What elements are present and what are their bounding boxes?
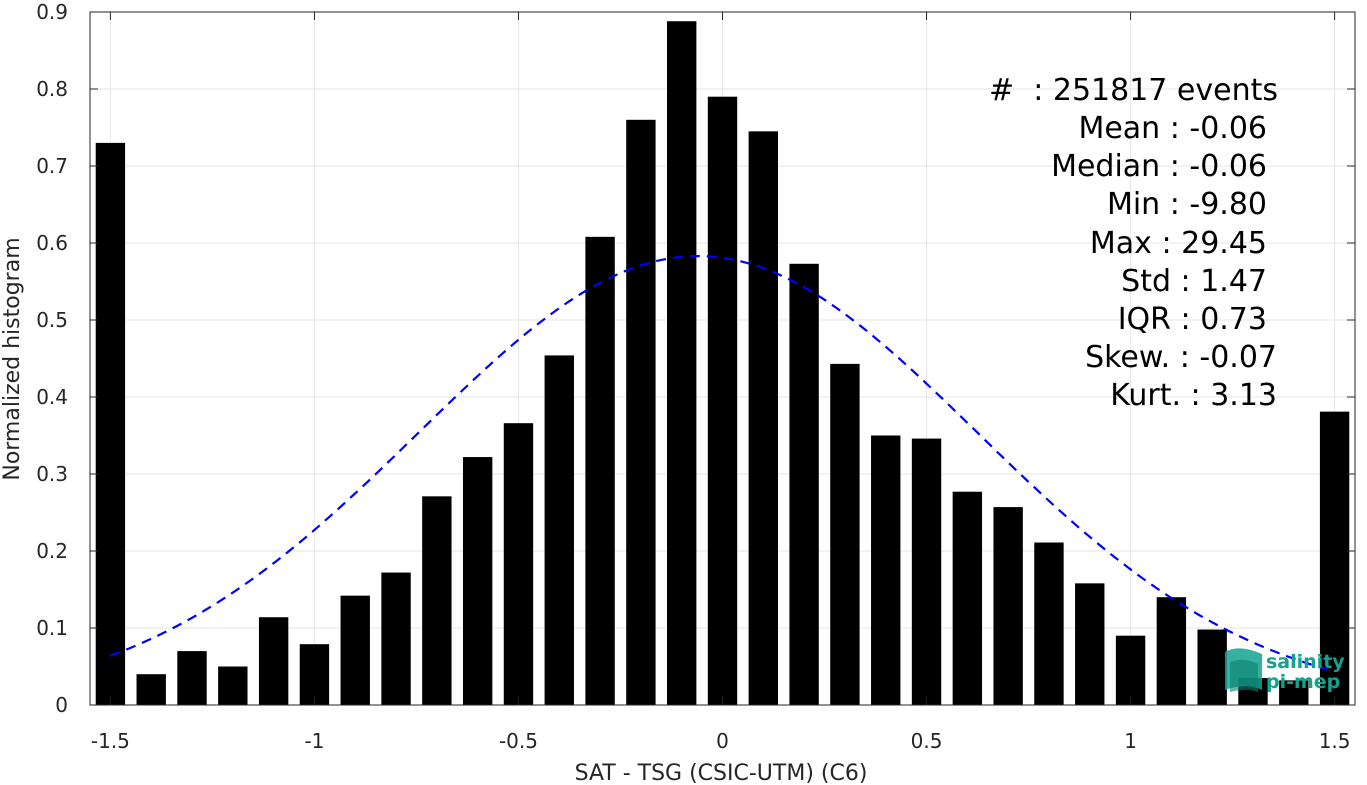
y-axis-label: Normalized histogram	[0, 237, 25, 480]
histogram-bar	[136, 674, 166, 705]
y-tick-label: 0.6	[36, 231, 68, 255]
y-tick-label: 0.5	[36, 308, 68, 332]
stats-max: Max : 29.45	[1090, 226, 1267, 261]
x-tick-label: 1.5	[1319, 729, 1351, 753]
histogram-bar	[381, 572, 411, 705]
histogram-bar	[95, 142, 126, 705]
histogram-bar	[911, 438, 942, 705]
histogram-bar	[585, 236, 615, 705]
histogram-bar	[258, 617, 289, 705]
y-tick-label: 0.7	[36, 154, 68, 178]
y-tick-label: 0.4	[36, 385, 68, 409]
histogram-bar	[871, 435, 901, 705]
gaussian-fit-curve	[110, 254, 1335, 673]
bars	[95, 21, 1350, 706]
histogram-bar	[830, 363, 860, 705]
stats-std: Std : 1.47	[1121, 264, 1267, 299]
histogram-bar	[626, 119, 656, 706]
histogram-bar	[462, 457, 493, 705]
x-tick-label: 1	[1124, 729, 1137, 753]
histogram-bar	[177, 651, 207, 705]
x-tick-label: -1	[304, 729, 324, 753]
histogram-bar	[340, 595, 370, 705]
y-tick-label: 0	[55, 693, 68, 717]
stats-skew: Skew. : -0.07	[1085, 340, 1277, 375]
stats-median: Median : -0.06	[1051, 149, 1267, 184]
logo-text-pi-mep: pi-mep	[1266, 671, 1340, 693]
y-tick-label: 0.1	[36, 616, 68, 640]
x-tick-label: 0	[716, 729, 729, 753]
histogram-bar	[748, 131, 778, 706]
stats-iqr: IQR : 0.73	[1118, 302, 1267, 337]
histogram-bar	[1034, 542, 1064, 705]
histogram-bar	[993, 507, 1023, 705]
histogram-bar	[952, 491, 983, 705]
histogram-bar	[218, 666, 248, 705]
x-tick-label: 0.5	[911, 729, 943, 753]
x-axis-label: SAT - TSG (CSIC-UTM) (C6)	[575, 761, 868, 785]
histogram-bar	[1115, 635, 1146, 705]
logo-text-salinity: salinity	[1266, 651, 1345, 673]
histogram-bar	[299, 644, 330, 705]
histogram-bar	[667, 21, 697, 706]
histogram-bar	[1156, 597, 1187, 705]
x-tick-label: -1.5	[91, 729, 130, 753]
histogram-bar	[544, 355, 574, 705]
stats-min: Min : -9.80	[1107, 187, 1267, 222]
x-tick-labels: -1.5 -1 -0.5 0 0.5 1 1.5	[91, 729, 1351, 753]
stats-events: # : 251817 events	[989, 73, 1278, 108]
y-tick-label: 0.2	[36, 539, 68, 563]
stats-mean: Mean : -0.06	[1078, 111, 1267, 146]
y-tick-label: 0.3	[36, 462, 68, 486]
y-tick-label: 0.9	[36, 0, 68, 24]
histogram-bar	[1279, 680, 1309, 705]
salinity-pi-mep-logo: salinity pi-mep	[1225, 648, 1345, 693]
histogram-bar	[1075, 583, 1105, 705]
stats-kurt: Kurt. : 3.13	[1110, 378, 1277, 413]
histogram-bar	[789, 263, 819, 705]
y-tick-label: 0.8	[36, 77, 68, 101]
histogram-bar	[1319, 411, 1350, 705]
histogram-bar	[503, 423, 534, 705]
logo-wave-mark-shadow	[1230, 659, 1258, 692]
y-tick-labels: 0 0.1 0.2 0.3 0.4 0.5 0.6 0.7 0.8 0.9	[36, 0, 68, 717]
stats-box: # : 251817 events Mean : -0.06 Median : …	[989, 73, 1278, 413]
x-tick-label: -0.5	[499, 729, 538, 753]
histogram-bar	[1197, 629, 1227, 705]
axis-ticks	[90, 11, 1355, 706]
histogram-bar	[707, 96, 738, 705]
histogram-bar	[422, 496, 452, 705]
